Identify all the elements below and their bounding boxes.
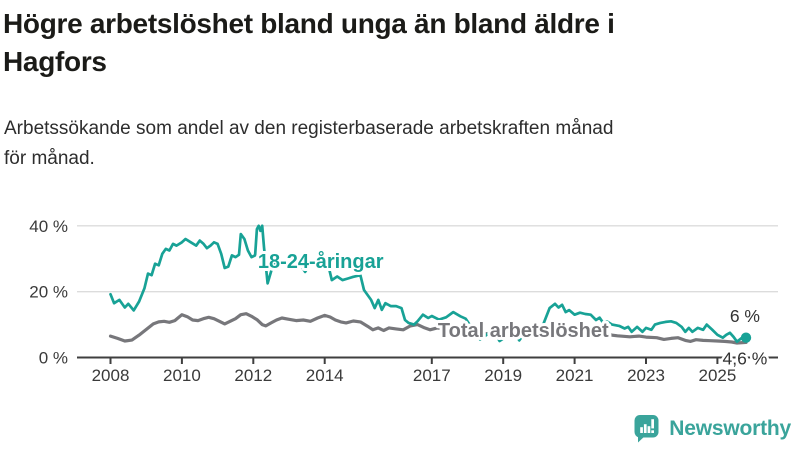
newsworthy-logo: Newsworthy (633, 414, 791, 443)
x-tick-label: 2014 (306, 366, 344, 385)
logo-bars (640, 419, 655, 433)
series-end-dot-youth (740, 332, 752, 343)
x-tick-label: 2017 (413, 366, 451, 385)
newsworthy-wordmark: Newsworthy (669, 416, 791, 440)
x-tick-label: 2023 (627, 366, 665, 385)
x-tick-label: 2021 (556, 366, 594, 385)
bar-chart-speech-bubble-icon (634, 415, 659, 443)
subtitle-line-2: för månad. (4, 148, 95, 169)
series-label-youth: 18-24-åringar (258, 250, 384, 273)
x-tick-label: 2010 (163, 366, 201, 385)
series-line-total (108, 312, 748, 345)
title-line-1: Högre arbetslöshet bland unga än bland ä… (3, 8, 615, 39)
unemployment-line-chart: 0 % 20 % 40 % 2008 2010 2012 2014 2017 2019 2021 2… (29, 217, 778, 385)
series-line-youth (109, 224, 748, 344)
end-label-total: 4,6 % (723, 348, 768, 368)
chart-subtitle: Arbetssökande som andel av den registerb… (4, 114, 613, 174)
x-tick-label: 2008 (92, 366, 130, 385)
y-tick-label: 40 % (29, 217, 68, 236)
y-tick-label: 0 % (39, 349, 68, 368)
page-title: Högre arbetslöshet bland unga än bland ä… (3, 5, 615, 81)
end-label-youth: 6 % (730, 306, 760, 326)
x-tick-label: 2012 (234, 366, 272, 385)
x-tick-label: 2019 (484, 366, 522, 385)
title-line-2: Hagfors (3, 46, 107, 77)
y-tick-label: 20 % (29, 283, 68, 302)
series-label-total: Total arbetslöshet (438, 320, 609, 342)
x-tick-label: 2025 (698, 366, 736, 385)
subtitle-line-1: Arbetssökande som andel av den registerb… (4, 118, 614, 139)
